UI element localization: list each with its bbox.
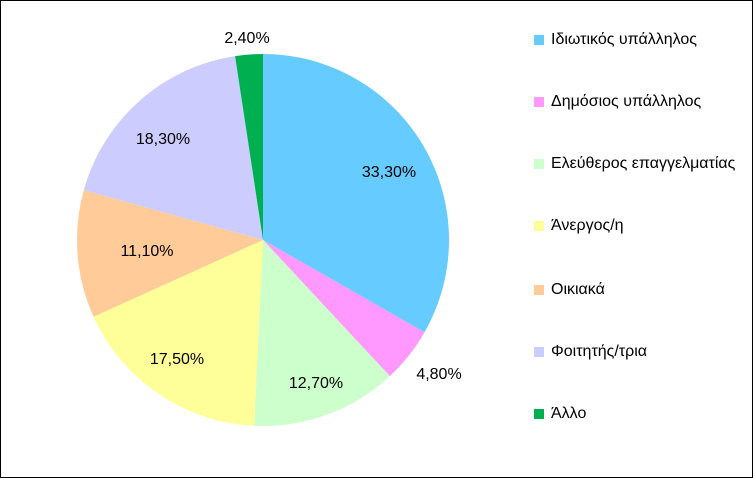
pie-slices — [76, 53, 450, 426]
data-label: 18,30% — [136, 131, 190, 148]
legend-item-private-employee: Ιδιωτικός υπάλληλος — [534, 29, 749, 51]
legend-item-public-employee: Δημόσιος υπάλληλος — [534, 91, 749, 113]
legend-swatch — [534, 159, 544, 169]
legend-item-other: Άλλο — [534, 403, 749, 425]
data-label: 17,50% — [150, 351, 204, 368]
legend-label: Άνεργος/η — [551, 217, 624, 234]
slice-household — [76, 190, 263, 317]
legend-label: Άλλο — [551, 405, 587, 422]
slice-student — [83, 56, 263, 240]
legend-swatch — [534, 97, 544, 107]
legend-swatch — [534, 221, 544, 231]
slice-freelancer — [254, 240, 390, 426]
legend-swatch — [534, 285, 544, 295]
data-label: 12,70% — [289, 375, 343, 392]
legend-item-freelancer: Ελεύθερος επαγγελματίας — [534, 153, 749, 175]
pie-data-labels: 33,30% 4,80% 12,70% 17,50% 11,10% 18,30% 2,40% — [120, 30, 461, 392]
slice-private-employee — [263, 53, 450, 333]
legend-label: Ιδιωτικός υπάλληλος — [551, 31, 697, 48]
legend-label: Ελεύθερος επαγγελματίας — [551, 155, 736, 172]
slice-other — [235, 54, 263, 240]
slice-public-employee — [263, 240, 425, 377]
legend-swatch — [534, 409, 544, 419]
slice-unemployed — [93, 240, 263, 426]
legend-label: Φοιτητής/τρια — [551, 343, 648, 360]
data-label: 4,80% — [416, 366, 461, 383]
legend-item-unemployed: Άνεργος/η — [534, 215, 749, 237]
legend-label: Οικιακά — [551, 281, 605, 298]
data-label: 33,30% — [362, 164, 416, 181]
data-label: 2,40% — [224, 30, 269, 47]
legend-item-household: Οικιακά — [534, 279, 749, 301]
legend-swatch — [534, 347, 544, 357]
legend-item-student: Φοιτητής/τρια — [534, 341, 749, 363]
data-label: 11,10% — [120, 243, 173, 260]
legend-label: Δημόσιος υπάλληλος — [551, 93, 702, 110]
legend-swatch — [534, 35, 544, 45]
